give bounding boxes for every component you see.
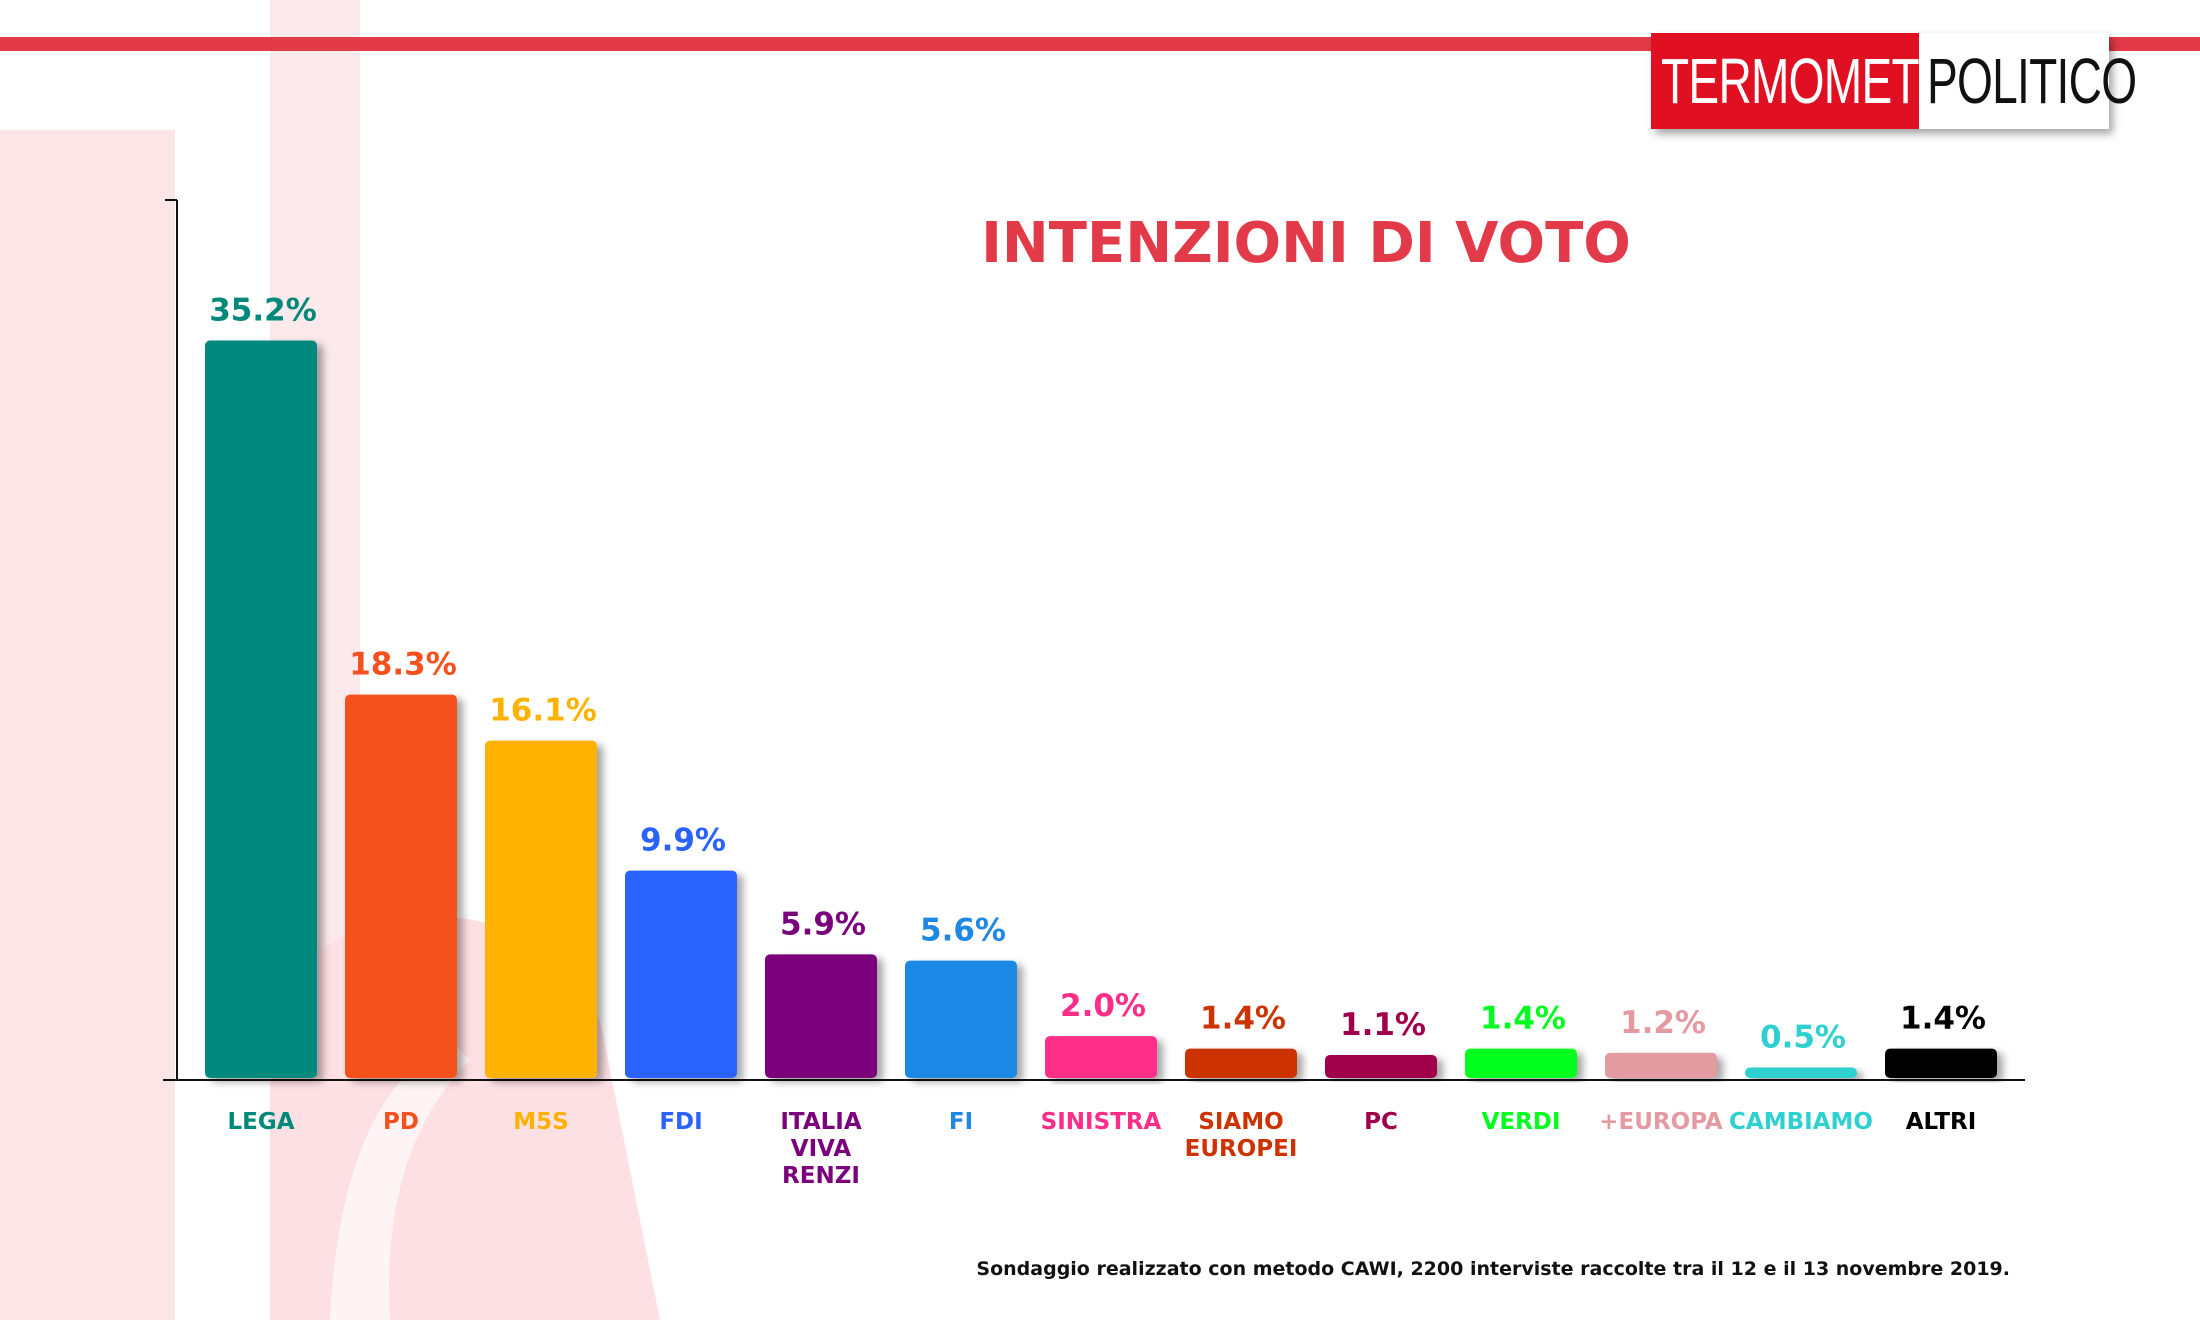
category-label-line: EUROPEI	[1185, 1136, 1298, 1162]
bar	[1465, 1048, 1577, 1078]
category-label-line: RENZI	[782, 1163, 860, 1189]
category-label-line: SIAMO	[1198, 1109, 1283, 1135]
category-label: +EUROPA	[1599, 1109, 1723, 1135]
bar	[485, 740, 597, 1078]
value-label: 2.0%	[1060, 988, 1146, 1024]
value-label: 1.2%	[1620, 1005, 1706, 1041]
category-label: FDI	[659, 1109, 702, 1135]
category-label: PC	[1364, 1109, 1398, 1135]
category-label-line: LEGA	[227, 1109, 294, 1135]
bar	[905, 960, 1017, 1078]
value-label: 35.2%	[209, 292, 317, 328]
category-label: M5S	[513, 1109, 568, 1135]
bar	[625, 870, 737, 1078]
value-label: 1.4%	[1900, 1001, 1986, 1037]
category-label-line: ITALIA	[780, 1109, 861, 1135]
value-label: 0.5%	[1760, 1020, 1846, 1056]
bar	[1745, 1067, 1857, 1078]
bar	[765, 954, 877, 1078]
category-label: SIAMO EUROPEI	[1185, 1109, 1298, 1162]
value-label: 5.9%	[780, 906, 866, 942]
category-label-line: CAMBIAMO	[1729, 1109, 1873, 1135]
bar	[1045, 1036, 1157, 1078]
category-label: ALTRI	[1906, 1109, 1977, 1135]
category-label: LEGA	[227, 1109, 294, 1135]
category-label-line: PD	[383, 1109, 419, 1135]
logo-part1: TERMOMETRO	[1661, 45, 1987, 117]
bar	[1325, 1054, 1437, 1078]
value-label: 18.3%	[349, 647, 457, 683]
logo-part2: POLITICO	[1927, 45, 2137, 117]
bar	[1605, 1052, 1717, 1078]
category-label: FI	[949, 1109, 973, 1135]
value-label: 9.9%	[640, 823, 726, 859]
category-label-line: +EUROPA	[1599, 1109, 1723, 1135]
category-label-line: PC	[1364, 1109, 1398, 1135]
category-label: ITALIA VIVA RENZI	[780, 1109, 861, 1189]
bar	[1885, 1048, 1997, 1078]
top-accent-bar	[0, 37, 2200, 51]
value-label: 1.4%	[1480, 1001, 1566, 1037]
category-label: SINISTRA	[1041, 1109, 1162, 1135]
value-label: 1.4%	[1200, 1001, 1286, 1037]
brand-logo: TERMOMETRO POLITICO	[1651, 33, 2137, 129]
category-label-line: VIVA	[791, 1136, 852, 1162]
category-label-line: SINISTRA	[1041, 1109, 1162, 1135]
category-label: VERDI	[1482, 1109, 1561, 1135]
category-label-line: FDI	[659, 1109, 702, 1135]
value-label: 5.6%	[920, 913, 1006, 949]
category-label-line: FI	[949, 1109, 973, 1135]
bar	[345, 694, 457, 1078]
category-label-line: VERDI	[1482, 1109, 1561, 1135]
chart-title: INTENZIONI DI VOTO	[981, 211, 1631, 276]
category-label-line: M5S	[513, 1109, 568, 1135]
category-label-line: ALTRI	[1906, 1109, 1977, 1135]
category-label: PD	[383, 1109, 419, 1135]
value-label: 1.1%	[1340, 1007, 1426, 1043]
bar	[205, 340, 317, 1078]
bar	[1185, 1048, 1297, 1078]
survey-footnote: Sondaggio realizzato con metodo CAWI, 22…	[976, 1258, 2010, 1280]
value-label: 16.1%	[489, 693, 597, 729]
category-label: CAMBIAMO	[1729, 1109, 1873, 1135]
